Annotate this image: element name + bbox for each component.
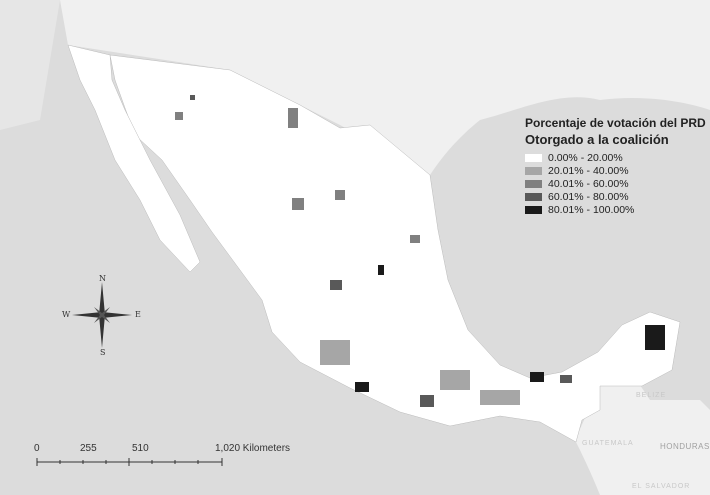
mexico-mainland — [109, 54, 681, 443]
legend-item: 20.01% - 40.00% — [525, 164, 706, 177]
area — [190, 95, 195, 100]
area — [480, 390, 520, 405]
area — [175, 112, 183, 120]
central-america-land — [575, 385, 710, 495]
area — [530, 372, 544, 382]
area — [440, 370, 470, 390]
compass-west: W — [62, 310, 71, 319]
legend-item: 80.01% - 100.00% — [525, 203, 706, 216]
scale-label: 255 — [80, 443, 97, 454]
area — [420, 395, 434, 407]
label-belize: BELIZE — [636, 392, 667, 399]
us-land — [0, 0, 710, 175]
compass-east: E — [135, 310, 141, 319]
area — [335, 190, 345, 200]
legend-title: Porcentaje de votación del PRD — [525, 116, 706, 130]
legend-item: 60.01% - 80.00% — [525, 190, 706, 203]
area — [378, 265, 384, 275]
compass-south: S — [100, 348, 106, 357]
area — [410, 235, 420, 243]
legend: Porcentaje de votación del PRD Otorgado … — [525, 116, 706, 216]
area — [330, 280, 342, 290]
area — [645, 325, 665, 350]
west-land — [0, 0, 60, 130]
scale-label: 1,020 Kilometers — [215, 443, 291, 454]
legend-subtitle: Otorgado a la coalición — [525, 132, 669, 147]
label-honduras: HONDURAS — [660, 442, 710, 451]
scale-label: 0 — [34, 443, 40, 454]
area — [355, 382, 369, 392]
compass-rose — [72, 282, 132, 348]
legend-item: 0.00% - 20.00% — [525, 151, 706, 164]
area — [560, 375, 572, 383]
legend-item: 40.01% - 60.00% — [525, 177, 706, 190]
label-el-salvador: EL SALVADOR — [632, 483, 691, 490]
scale-label: 510 — [132, 443, 149, 454]
vote-share-areas — [175, 95, 665, 407]
area — [320, 340, 350, 365]
baja-california — [67, 44, 201, 273]
label-guatemala: GUATEMALA — [582, 440, 634, 447]
scale-bar — [36, 458, 223, 466]
area — [292, 198, 304, 210]
area — [288, 108, 298, 128]
compass-north: N — [99, 274, 106, 283]
